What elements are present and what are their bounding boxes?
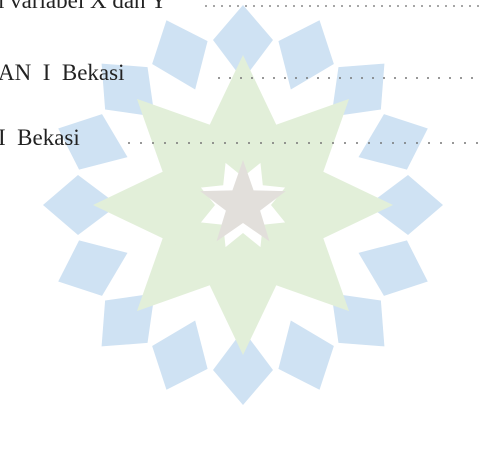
document-page: i variabel X dan Y AN I Bekasi I Bekasi [0,0,482,452]
text-line: I Bekasi [0,125,80,150]
text-line: AN I Bekasi [0,60,124,85]
text-line: i variabel X dan Y [0,0,167,13]
